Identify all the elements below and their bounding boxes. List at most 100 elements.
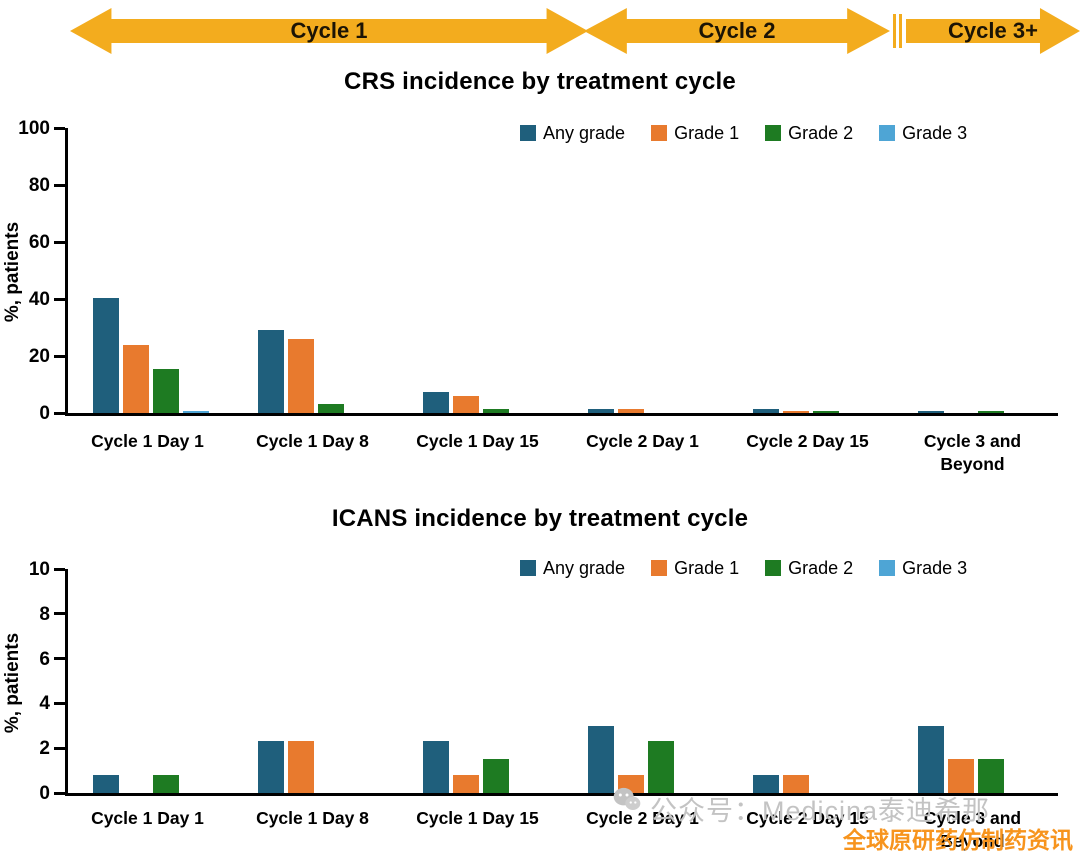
bar xyxy=(752,775,779,793)
bar xyxy=(812,410,839,413)
y-axis-tick xyxy=(54,612,65,616)
bar-slot xyxy=(182,128,209,413)
cycle3-arrow-label: Cycle 3+ xyxy=(948,18,1038,43)
bar xyxy=(482,408,509,413)
x-axis-category-label: Cycle 1 Day 15 xyxy=(416,808,539,828)
bar xyxy=(917,410,944,413)
bar xyxy=(782,775,809,793)
watermark-orange-text: 全球原研药仿制药资讯 xyxy=(843,827,1073,853)
legend-swatch xyxy=(520,125,536,141)
y-axis-tick xyxy=(54,183,65,187)
x-axis-category-label: Cycle 3 and Beyond xyxy=(923,431,1022,474)
legend-swatch xyxy=(765,560,782,576)
y-axis-tick xyxy=(54,657,65,661)
bar xyxy=(287,741,314,793)
bar xyxy=(152,368,179,413)
bar-slot xyxy=(183,569,209,793)
x-axis-category-label: Cycle 2 Day 1 xyxy=(586,808,699,828)
legend-item: Grade 2 xyxy=(765,558,853,579)
icans-x-axis-labels: Cycle 1 Day 1 Cycle 1 Day 8 Cycle 1 Day 15… xyxy=(65,801,1055,853)
bar-group xyxy=(398,569,563,793)
legend-swatch xyxy=(651,125,668,141)
bar-slot xyxy=(422,128,449,413)
bar xyxy=(317,404,344,413)
bar xyxy=(647,741,674,793)
legend-item: Grade 3 xyxy=(879,123,967,144)
legend-item: Grade 2 xyxy=(765,123,853,144)
y-axis-tick-label: 2 xyxy=(39,738,50,760)
bar-slot xyxy=(678,569,704,793)
legend-swatch xyxy=(765,125,782,141)
bar xyxy=(182,410,209,413)
x-axis-category-label: Cycle 1 Day 8 xyxy=(256,431,369,451)
bar-group xyxy=(233,569,398,793)
bar xyxy=(257,741,284,793)
legend-swatch xyxy=(879,560,896,576)
cycle3-arrow-dash xyxy=(899,14,902,48)
bar xyxy=(452,395,479,413)
bar xyxy=(257,330,284,413)
bar-group xyxy=(68,569,233,793)
legend-label: Any grade xyxy=(543,122,626,143)
bar-group xyxy=(728,569,893,793)
legend-label: Grade 2 xyxy=(788,122,854,143)
bar-group xyxy=(893,128,1058,413)
bar xyxy=(587,408,614,413)
y-axis-tick xyxy=(54,297,65,301)
bar xyxy=(977,410,1004,413)
bar-slot xyxy=(482,569,509,793)
y-axis-tick xyxy=(54,126,65,130)
x-axis-category-label: Cycle 3 and Beyond xyxy=(923,808,1022,851)
bar-slot xyxy=(348,128,374,413)
bar-slot xyxy=(422,569,449,793)
y-axis-tick-label: 60 xyxy=(28,232,50,253)
legend-label: Grade 3 xyxy=(902,122,968,143)
y-axis-tick xyxy=(54,354,65,358)
bar-slot xyxy=(257,128,284,413)
bar-slot xyxy=(257,569,284,793)
bar xyxy=(152,775,179,793)
legend-label: Grade 1 xyxy=(674,557,740,578)
bar-slot xyxy=(122,128,149,413)
bar-slot xyxy=(287,569,314,793)
cycle1-arrow: Cycle 1 xyxy=(70,8,588,54)
bar-slot xyxy=(152,569,179,793)
bar-group xyxy=(893,569,1058,793)
bar xyxy=(122,344,149,413)
bar-slot xyxy=(617,128,644,413)
y-axis-tick-label: 8 xyxy=(39,603,50,625)
icans-plot-area: 0 2 4 6 8 10 xyxy=(29,560,1058,803)
y-axis-tick-label: 40 xyxy=(28,289,50,310)
cycle2-arrow-label: Cycle 2 xyxy=(698,18,776,43)
bar-slot xyxy=(513,128,539,413)
bar-slot xyxy=(648,128,674,413)
crs-x-axis-labels: Cycle 1 Day 1 Cycle 1 Day 8 Cycle 1 Day 15… xyxy=(65,424,1055,476)
x-axis-category-label: Cycle 1 Day 1 xyxy=(91,808,204,828)
bar-group xyxy=(728,128,893,413)
bar xyxy=(947,759,974,793)
y-axis-tick xyxy=(54,240,65,244)
bar-slot xyxy=(812,128,839,413)
watermark-wechat-text: 公众号：Medicina泰迪希那 xyxy=(650,796,991,826)
y-axis-tick-label: 0 xyxy=(39,783,50,804)
legend-label: Grade 2 xyxy=(788,557,854,578)
y-axis-tick xyxy=(54,746,65,750)
bar-slot xyxy=(617,569,644,793)
cycle1-arrow-label: Cycle 1 xyxy=(290,18,368,43)
y-axis-tick-label: 6 xyxy=(39,648,50,670)
bar-slot xyxy=(482,128,509,413)
legend-item: Any grade xyxy=(520,558,625,579)
bar-slot xyxy=(587,128,614,413)
y-axis-tick-label: 20 xyxy=(28,346,50,367)
bar-slot xyxy=(782,569,809,793)
bar-slot xyxy=(1008,128,1034,413)
legend-label: Grade 1 xyxy=(674,122,740,143)
x-axis-category-label: Cycle 1 Day 15 xyxy=(416,431,539,451)
y-axis-tick-label: 100 xyxy=(18,118,50,139)
y-axis-tick xyxy=(54,791,65,795)
wechat-icon xyxy=(613,787,641,810)
x-axis-category-label: Cycle 2 Day 15 xyxy=(746,808,869,828)
crs-legend: Any grade Grade 1 Grade 2 Grade 3 xyxy=(520,121,967,145)
legend-swatch xyxy=(520,560,536,576)
